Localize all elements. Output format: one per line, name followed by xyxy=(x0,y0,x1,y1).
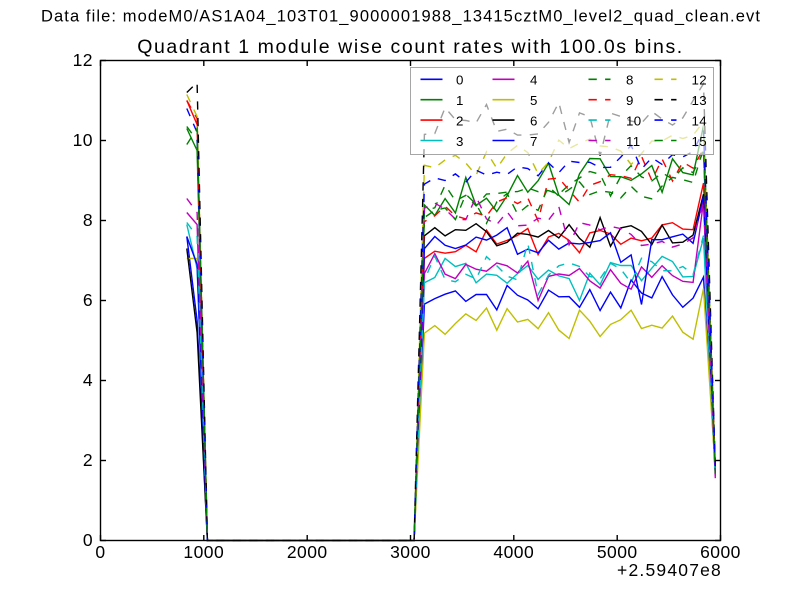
svg-text:2: 2 xyxy=(83,450,93,470)
svg-text:10: 10 xyxy=(73,130,93,150)
svg-text:4: 4 xyxy=(530,73,538,88)
svg-text:4000: 4000 xyxy=(493,542,534,562)
svg-text:8: 8 xyxy=(626,73,634,88)
svg-text:7: 7 xyxy=(530,134,538,149)
svg-text:2000: 2000 xyxy=(287,542,328,562)
svg-text:0: 0 xyxy=(456,73,464,88)
svg-text:6000: 6000 xyxy=(700,542,741,562)
svg-text:13: 13 xyxy=(692,93,707,108)
svg-text:Data file: modeM0/AS1A04_103T0: Data file: modeM0/AS1A04_103T01_90000019… xyxy=(41,8,761,26)
svg-text:8: 8 xyxy=(83,210,93,230)
svg-text:2: 2 xyxy=(456,113,464,128)
svg-text:0: 0 xyxy=(95,542,105,562)
svg-text:11: 11 xyxy=(626,134,640,149)
svg-text:+2.59407e8: +2.59407e8 xyxy=(617,560,722,580)
svg-text:14: 14 xyxy=(692,113,707,128)
svg-text:5000: 5000 xyxy=(597,542,638,562)
svg-text:9: 9 xyxy=(626,93,634,108)
svg-text:10: 10 xyxy=(626,113,641,128)
svg-text:6: 6 xyxy=(530,113,538,128)
svg-text:12: 12 xyxy=(692,73,707,88)
svg-text:3000: 3000 xyxy=(390,542,431,562)
svg-text:1: 1 xyxy=(456,93,464,108)
svg-text:1000: 1000 xyxy=(183,542,224,562)
svg-text:15: 15 xyxy=(692,134,707,149)
svg-text:0: 0 xyxy=(83,530,93,550)
svg-text:3: 3 xyxy=(456,134,464,149)
svg-text:4: 4 xyxy=(83,370,93,390)
svg-text:6: 6 xyxy=(83,290,93,310)
svg-text:Quadrant 1 module wise count r: Quadrant 1 module wise count rates with … xyxy=(137,36,684,58)
svg-text:5: 5 xyxy=(530,93,538,108)
svg-text:12: 12 xyxy=(73,50,93,70)
